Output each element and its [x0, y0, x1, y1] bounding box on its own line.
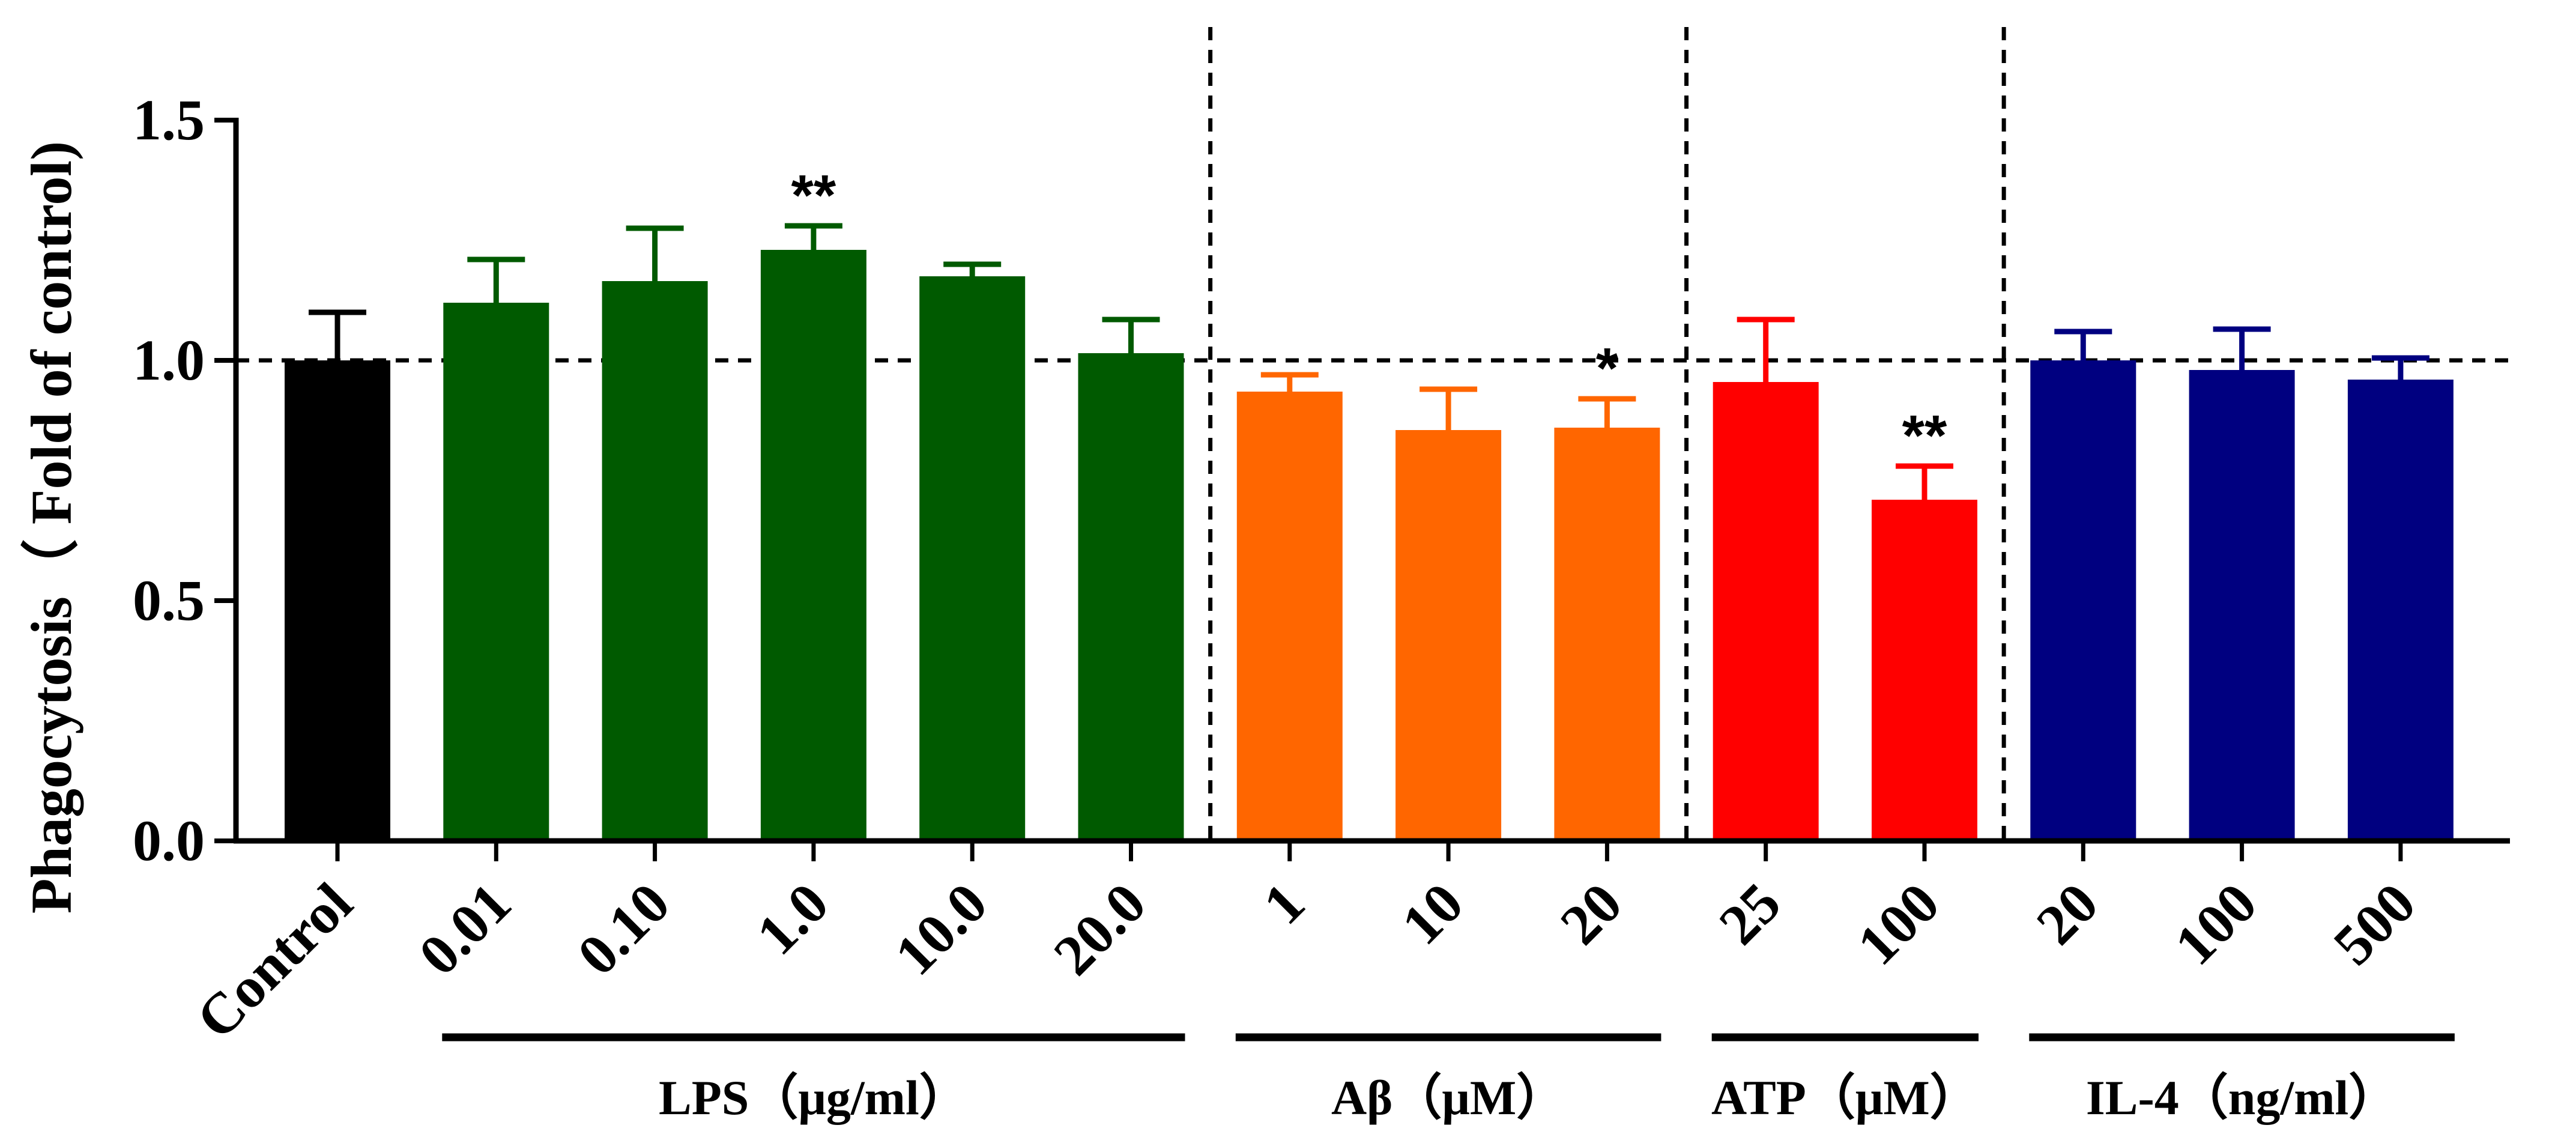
bar [1236, 392, 1343, 841]
bar [443, 303, 549, 841]
x-tick-label: 25 [1707, 870, 1793, 957]
group-label: IL-4（ng/ml） [2086, 1070, 2398, 1125]
x-tick-labels-group: Control 0.01 0.10 1.0 10.0 20.0 1 10 20 25 100 20 10… [184, 870, 2428, 1051]
significance-marker: ** [1902, 404, 1947, 468]
x-tick-label: 1.0 [744, 870, 841, 967]
y-tick-label: 0.0 [133, 808, 205, 873]
group-labels-group: LPS（μg/ml） Aβ（μM） ATP（μM） IL-4（ng/ml） [442, 1033, 2455, 1125]
significance-marker: * [1596, 336, 1619, 401]
bar [1395, 430, 1502, 841]
bar [285, 360, 390, 841]
significance-marker: ** [791, 163, 836, 228]
x-tick-label: 20 [1548, 870, 1634, 957]
y-tick-label: 1.5 [133, 88, 205, 152]
bar [2347, 380, 2454, 841]
y-tick-label: 1.0 [133, 328, 205, 392]
bar [1078, 353, 1184, 841]
x-tick-label: 0.01 [407, 870, 523, 987]
y-axis-label: Phagocytosis（ Fold of control) [19, 141, 83, 914]
bar [1554, 428, 1660, 841]
group-label: ATP（μM） [1711, 1070, 1979, 1125]
bar [1713, 382, 1819, 841]
x-tick-label: 100 [2162, 870, 2269, 977]
x-tick-label: 20 [2024, 870, 2111, 957]
bar [2189, 370, 2295, 841]
x-tick-label: 0.10 [565, 870, 682, 987]
y-ticks-group: 0.0 0.5 1.0 1.5 [133, 88, 236, 873]
x-tick-label: 20.0 [1041, 870, 1158, 987]
x-tick-label: Control [184, 870, 364, 1051]
group-label: LPS（μg/ml） [659, 1070, 969, 1125]
bar [602, 281, 708, 841]
x-tick-label: 10 [1389, 870, 1475, 957]
bar [1872, 500, 1977, 841]
axes-group [233, 118, 2510, 861]
x-tick-label: 1 [1251, 870, 1317, 936]
x-tick-label: 100 [1845, 870, 1951, 977]
x-tick-label: 10.0 [883, 870, 999, 987]
y-tick-label: 0.5 [133, 568, 205, 632]
x-tick-label: 500 [2321, 870, 2427, 977]
bar [2030, 360, 2136, 841]
group-label: Aβ（μM） [1331, 1070, 1565, 1125]
bars-group: ***** [285, 163, 2454, 841]
bar [760, 250, 866, 841]
bar [919, 276, 1026, 841]
